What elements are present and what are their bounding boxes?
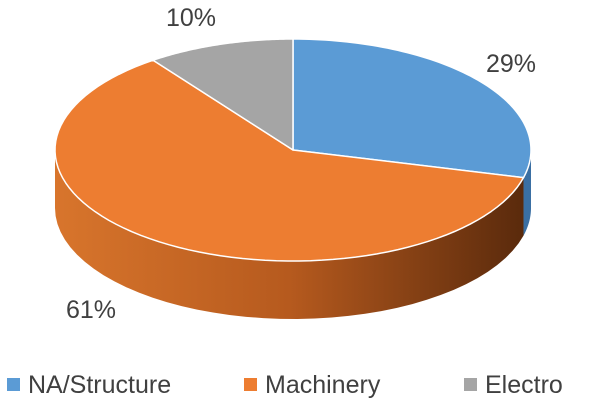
legend-swatch-machinery (244, 378, 257, 391)
legend-label-electro: Electro (485, 371, 563, 399)
legend-swatch-na-structure (7, 378, 20, 391)
pie-slices (54, 38, 532, 262)
pie-side-walls (55, 150, 531, 319)
legend-label-na-structure: NA/Structure (28, 371, 171, 399)
data-label-electro: 10% (166, 4, 216, 32)
pie-slice-na-structure (292, 38, 532, 179)
legend-label-machinery: Machinery (265, 371, 381, 399)
pie-slice-electro (152, 38, 294, 151)
legend: NA/Structure Machinery Electro (7, 371, 563, 399)
pie-slice-machinery (54, 59, 525, 262)
pie-side-machinery (55, 150, 524, 319)
pie-side-na-structure (523, 150, 531, 236)
legend-swatch-electro (464, 378, 477, 391)
data-label-machinery: 61% (66, 296, 116, 324)
data-label-na-structure: 29% (486, 50, 536, 78)
